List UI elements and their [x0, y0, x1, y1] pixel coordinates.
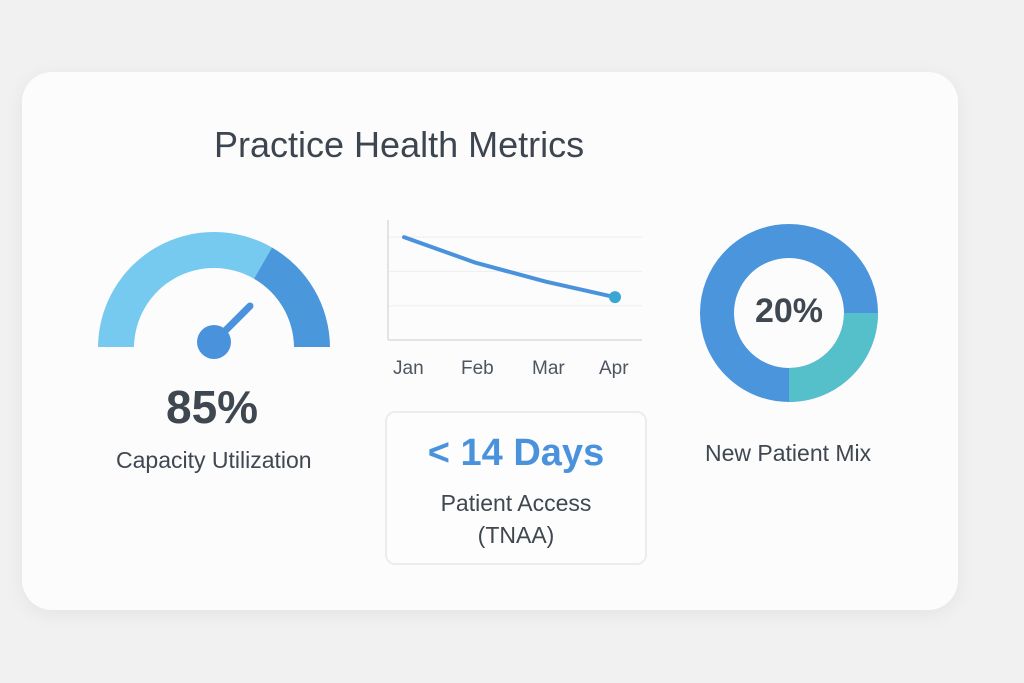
- data-point-apr: [609, 291, 621, 304]
- access-value: < 14 Days: [427, 432, 605, 474]
- new-patient-donut: [700, 224, 878, 402]
- donut-value: 20%: [754, 292, 824, 330]
- x-tick-feb: Feb: [461, 358, 494, 379]
- gauge-hub: [197, 325, 231, 359]
- capacity-value: 85%: [166, 381, 259, 433]
- gauge-light-arc: [98, 231, 272, 347]
- x-tick-jan: Jan: [393, 358, 424, 379]
- access-label-1: Patient Access: [440, 490, 592, 516]
- x-tick-mar: Mar: [532, 358, 565, 379]
- patient-access-box: [385, 411, 647, 565]
- gauge-dark-arc: [254, 247, 330, 347]
- capacity-label: Capacity Utilization: [116, 447, 312, 473]
- line-chart: [387, 220, 642, 341]
- data-line: [402, 235, 617, 300]
- capacity-gauge: [98, 231, 330, 359]
- donut-label: New Patient Mix: [705, 440, 872, 466]
- donut-segment: [789, 313, 878, 402]
- x-tick-apr: Apr: [599, 358, 629, 379]
- access-label-2: (TNAA): [477, 522, 555, 548]
- page-title: Practice Health Metrics: [214, 124, 585, 165]
